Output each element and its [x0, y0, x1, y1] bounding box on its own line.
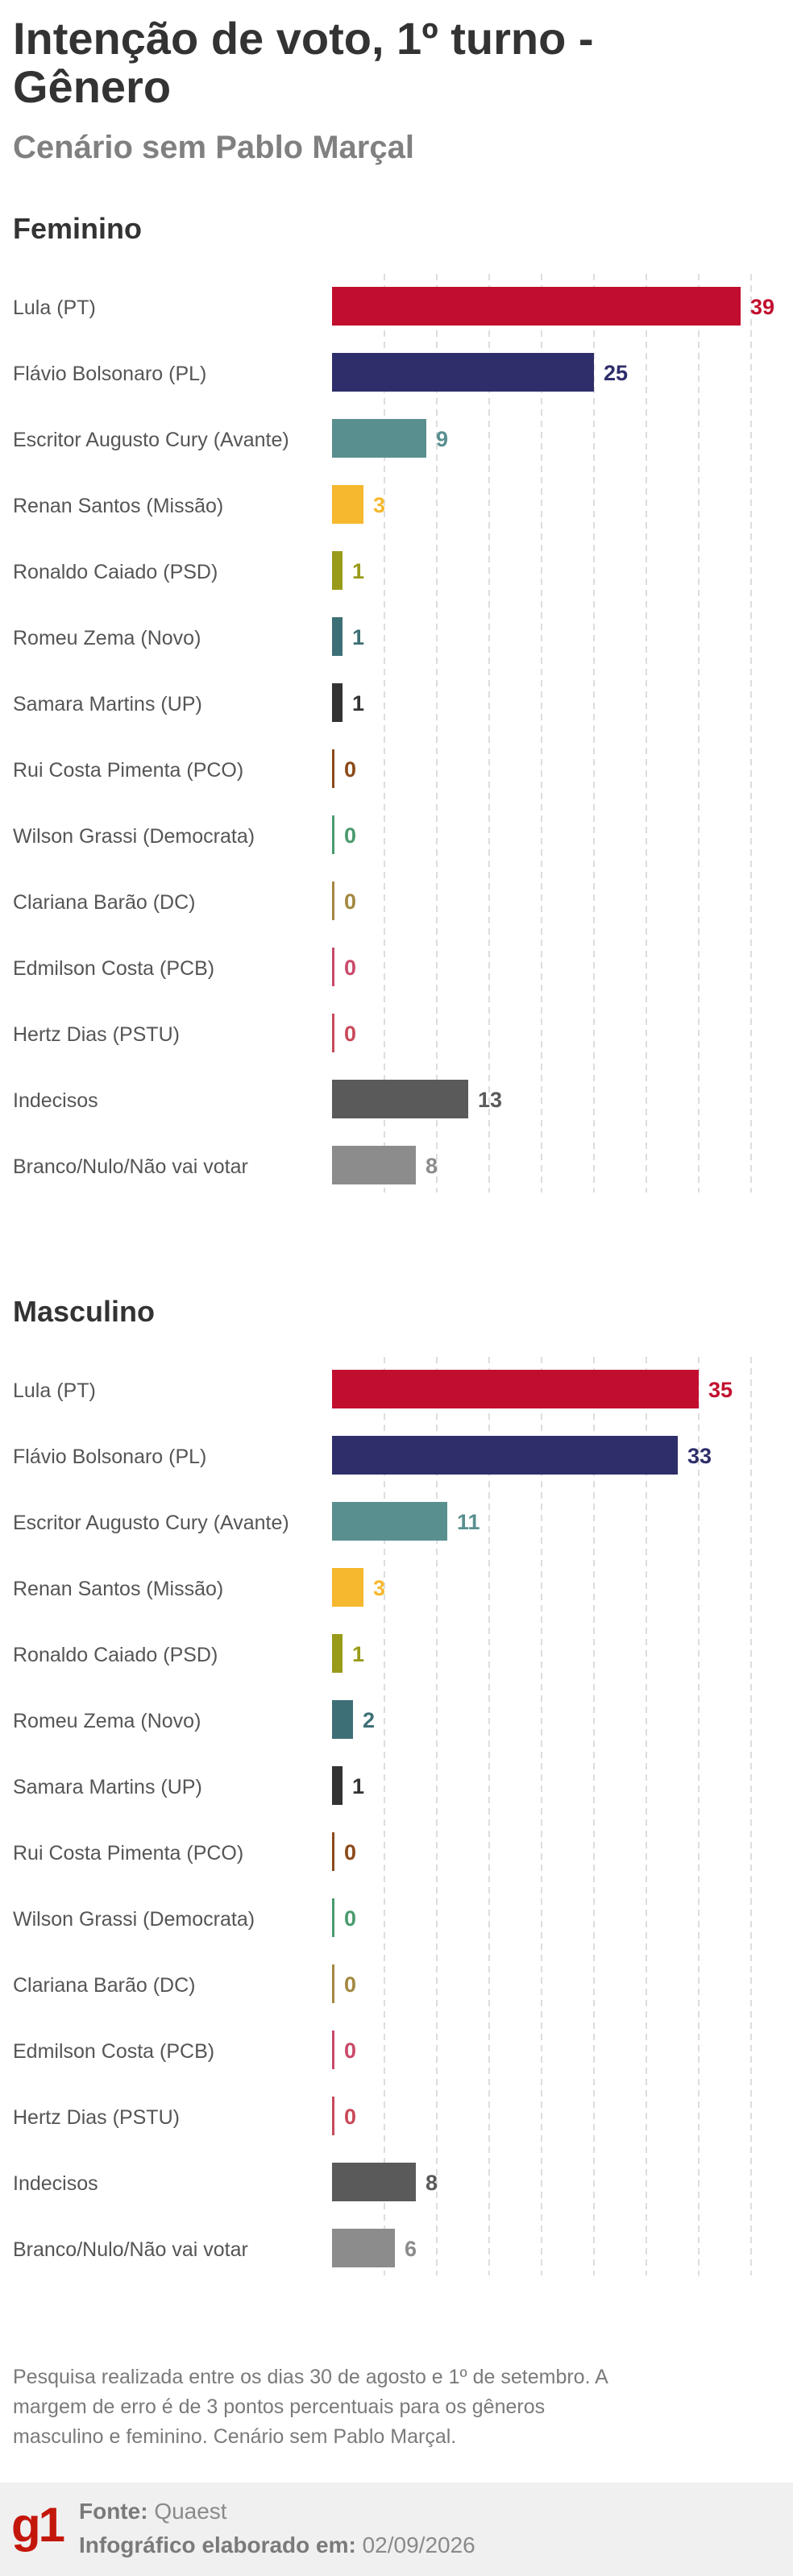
bar — [332, 353, 594, 392]
category-label: Romeu Zema (Novo) — [13, 627, 201, 649]
category-label: Indecisos — [13, 1089, 98, 1112]
bar — [332, 1080, 468, 1118]
value-label: 0 — [344, 890, 356, 914]
category-label: Indecisos — [13, 2172, 98, 2195]
methodology-note: Pesquisa realizada entre os dias 30 de a… — [13, 2366, 608, 2448]
bar — [332, 2163, 416, 2201]
made-value: 02/09/2026 — [362, 2532, 475, 2557]
category-label: Samara Martins (UP) — [13, 693, 202, 716]
bar — [332, 1370, 699, 1408]
value-label: 8 — [426, 2171, 438, 2195]
value-label: 0 — [344, 1840, 356, 1865]
panel-title-masculino: Masculino — [13, 1295, 156, 1328]
value-label: 33 — [687, 1444, 712, 1468]
value-label: 11 — [457, 1510, 480, 1534]
category-label: Branco/Nulo/Não vai votar — [13, 2238, 248, 2261]
value-label: 25 — [604, 361, 628, 385]
value-label: 0 — [344, 1906, 356, 1931]
category-label: Samara Martins (UP) — [13, 1776, 202, 1798]
footer-bar: g1 Fonte: Quaest Infográfico elaborado e… — [0, 2483, 793, 2576]
made-line: Infográfico elaborado em: 02/09/2026 — [79, 2531, 475, 2560]
category-label: Renan Santos (Missão) — [13, 495, 223, 517]
value-label: 35 — [708, 1378, 733, 1402]
category-label: Edmilson Costa (PCB) — [13, 2040, 214, 2063]
value-label: 1 — [352, 625, 364, 649]
value-label: 0 — [344, 956, 356, 980]
value-label: 0 — [344, 1022, 356, 1046]
category-label: Clariana Barão (DC) — [13, 891, 195, 914]
bar — [332, 2031, 334, 2069]
category-label: Lula (PT) — [13, 297, 96, 319]
value-label: 2 — [363, 1708, 375, 1732]
value-label: 1 — [352, 1642, 364, 1666]
bar — [332, 815, 334, 854]
value-label: 1 — [352, 559, 364, 583]
chart-subtitle: Cenário sem Pablo Marçal — [13, 130, 414, 165]
bar — [332, 1502, 447, 1541]
category-label: Romeu Zema (Novo) — [13, 1710, 201, 1732]
bar — [332, 617, 343, 656]
source-label: Fonte: — [79, 2499, 148, 2524]
bar — [332, 683, 343, 722]
value-label: 13 — [478, 1088, 502, 1112]
category-label: Ronaldo Caiado (PSD) — [13, 1644, 218, 1666]
bar — [332, 749, 334, 788]
category-label: Rui Costa Pimenta (PCO) — [13, 759, 243, 782]
bar — [332, 1766, 343, 1805]
bar — [332, 881, 334, 920]
bar — [332, 1832, 334, 1871]
value-label: 0 — [344, 757, 356, 782]
value-label: 9 — [436, 427, 448, 451]
value-label: 3 — [373, 493, 385, 517]
value-label: 0 — [344, 2039, 356, 2063]
value-label: 0 — [344, 1972, 356, 1997]
bar — [332, 948, 334, 986]
bar — [332, 1898, 334, 1937]
category-label: Flávio Bolsonaro (PL) — [13, 363, 206, 385]
bar — [332, 1700, 353, 1739]
category-label: Hertz Dias (PSTU) — [13, 2106, 180, 2129]
value-label: 39 — [750, 295, 774, 319]
value-label: 0 — [344, 823, 356, 848]
category-label: Edmilson Costa (PCB) — [13, 957, 214, 980]
made-label: Infográfico elaborado em: — [79, 2532, 356, 2557]
bar — [332, 1964, 334, 2003]
value-label: 8 — [426, 1154, 438, 1178]
category-label: Wilson Grassi (Democrata) — [13, 1908, 255, 1931]
value-label: 0 — [344, 2105, 356, 2129]
category-label: Wilson Grassi (Democrata) — [13, 825, 255, 848]
category-label: Renan Santos (Missão) — [13, 1578, 223, 1600]
category-label: Ronaldo Caiado (PSD) — [13, 561, 218, 583]
bar — [332, 287, 741, 326]
category-label: Flávio Bolsonaro (PL) — [13, 1446, 206, 1468]
bar — [332, 1436, 678, 1475]
category-label: Rui Costa Pimenta (PCO) — [13, 1842, 243, 1865]
category-label: Lula (PT) — [13, 1379, 96, 1402]
bar — [332, 485, 363, 524]
bar — [332, 419, 426, 458]
value-label: 1 — [352, 1774, 364, 1798]
bar — [332, 551, 343, 590]
value-label: 3 — [373, 1576, 385, 1600]
value-label: 1 — [352, 691, 364, 716]
chart-title: Intenção de voto, 1º turno - Gênero — [13, 13, 594, 112]
value-label: 6 — [405, 2237, 417, 2261]
bar — [332, 1634, 343, 1673]
category-label: Escritor Augusto Cury (Avante) — [13, 429, 289, 451]
g1-logo: g1 — [11, 2498, 65, 2552]
bar — [332, 2097, 334, 2135]
bar — [332, 1568, 363, 1607]
bar — [332, 2229, 395, 2267]
category-label: Hertz Dias (PSTU) — [13, 1023, 180, 1046]
bar — [332, 1014, 334, 1052]
bar — [332, 1146, 416, 1184]
panel-title-feminino: Feminino — [13, 212, 142, 245]
category-label: Escritor Augusto Cury (Avante) — [13, 1512, 289, 1534]
source-value: Quaest — [154, 2499, 227, 2524]
category-label: Branco/Nulo/Não vai votar — [13, 1155, 248, 1178]
source-line: Fonte: Quaest — [79, 2497, 227, 2526]
bar-chart-masculino: Lula (PT) 35 Flávio Bolsonaro (PL) 33 Escrit… — [13, 1357, 752, 2275]
category-label: Clariana Barão (DC) — [13, 1974, 195, 1997]
